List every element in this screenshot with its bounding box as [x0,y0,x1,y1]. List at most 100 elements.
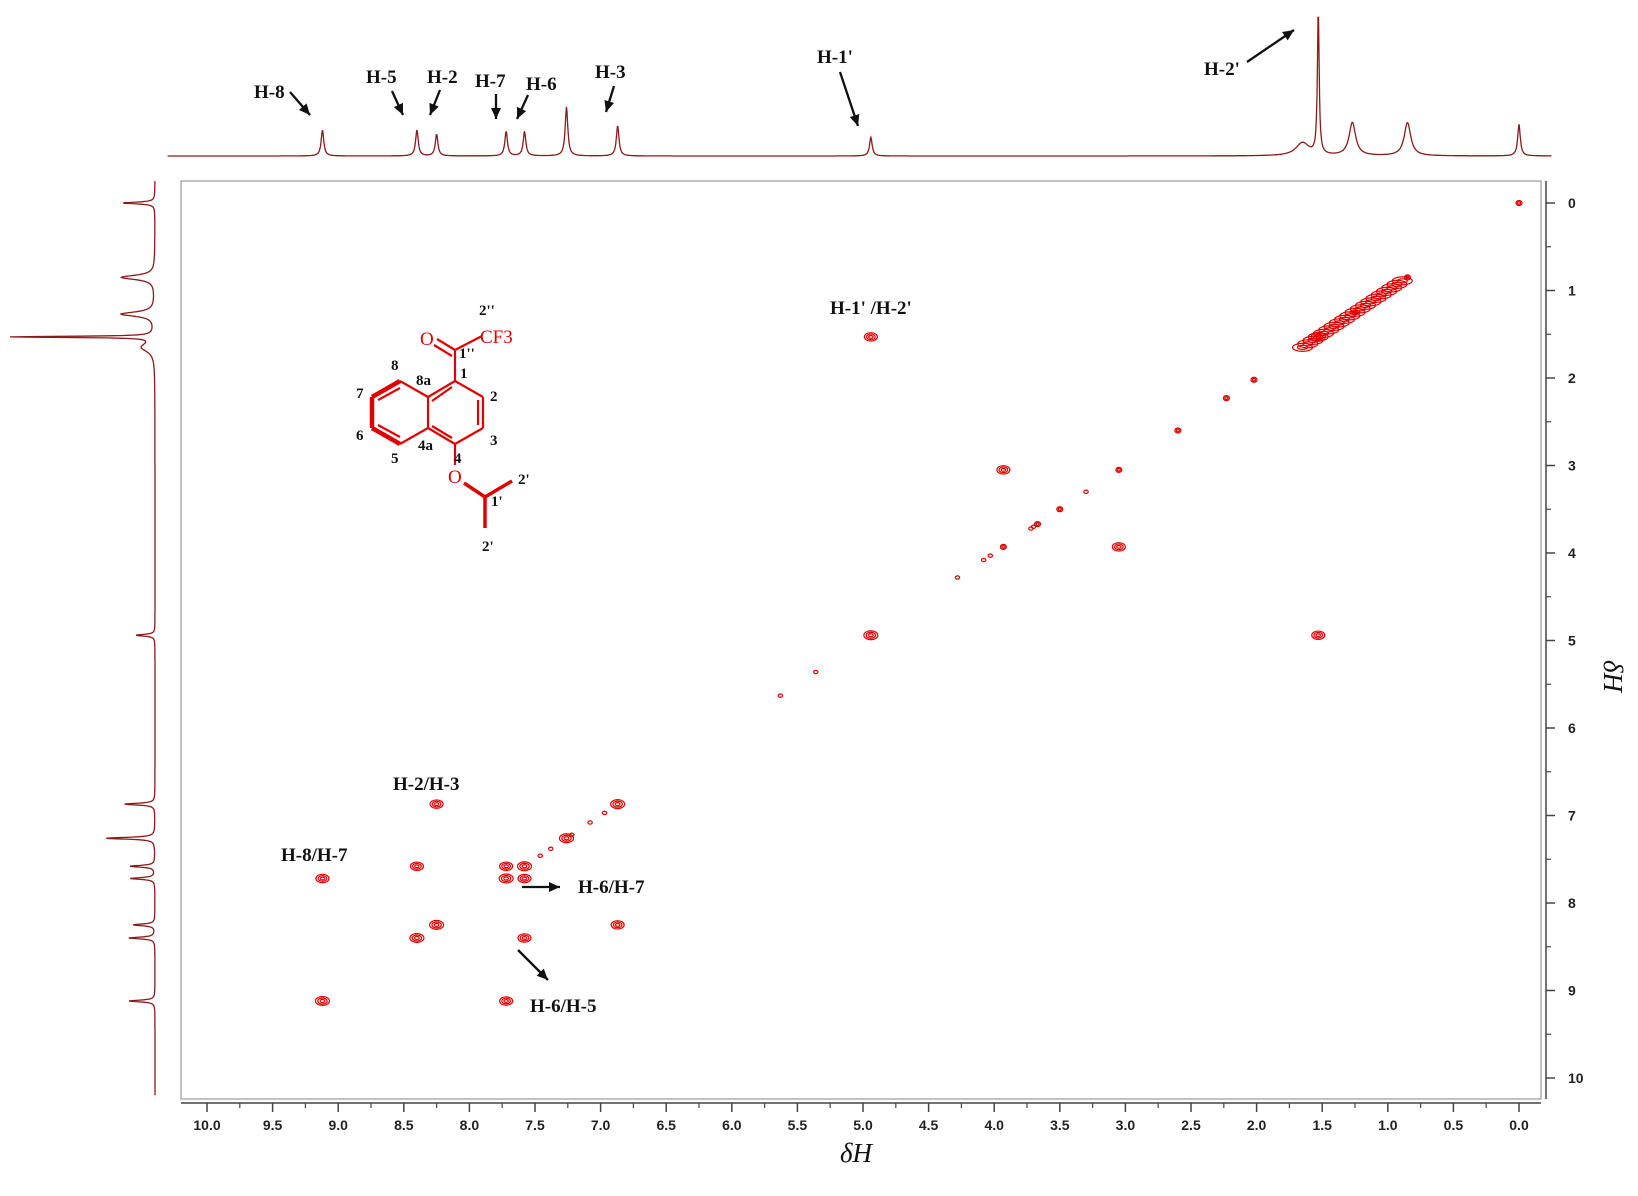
label-h8: H-8 [254,82,285,103]
diagonal-peak [1056,506,1064,513]
y-tick-label: 1 [1568,283,1576,299]
arrowhead [604,100,615,112]
diagonal-peak [1174,427,1182,434]
diagonal-peak [409,932,425,944]
bond-c6-c5 [370,426,402,446]
x-tick-label: 1.5 [1312,1117,1332,1133]
bond-c4-c4a [427,427,456,445]
minor-diagonal-peak [568,832,575,837]
label-c5: 5 [391,451,399,467]
cross-peak [499,861,514,872]
x-tick-label: 8.5 [394,1117,414,1133]
plot-frame [180,180,1542,1100]
label-h1p: H-1' [817,47,853,68]
label-h6: H-6 [526,74,557,95]
diagonal-peak [1222,395,1231,402]
label-h5: H-5 [366,67,397,88]
diagonal-peak [863,630,879,641]
bond-c1-c2 [454,380,484,398]
diagonal-peak [558,833,575,844]
bond-c5-c4a [399,427,429,445]
bond-c8-c7 [370,379,402,399]
x-tick-label: 0.5 [1444,1117,1464,1133]
arrowhead [1282,30,1294,41]
cross-peak [315,873,330,884]
label-h3: H-3 [595,62,626,83]
atom-cf3: CF3 [480,327,513,348]
minor-diagonal-peak [1030,524,1037,529]
diagonal-peak [516,861,533,872]
y-tick-label: 4 [1568,545,1576,561]
minor-diagonal-peak [1083,489,1089,494]
minor-diagonal-peak [954,575,961,580]
bond-c8-c7-inner [377,387,401,401]
cross-peak [429,799,444,809]
x-tick-label: 7.5 [525,1117,545,1133]
x-tick-label: 6.5 [656,1117,676,1133]
arrowhead [536,968,548,980]
bond-c1pp-cf3 [454,335,483,351]
cross-peak [517,933,532,943]
diagonal-peak [429,919,445,930]
label-h8-h7: H-8/H-7 [281,845,348,866]
label-c2p-lower: 2' [482,539,494,555]
y-tick-label: 6 [1568,720,1576,736]
y-tick-label: 9 [1568,983,1576,999]
label-h7: H-7 [475,71,506,92]
label-c7: 7 [356,386,364,402]
cross-peak [409,861,425,872]
bond-c3-c4 [454,427,484,445]
cross-peak [863,332,878,342]
y-tick-label: 0 [1568,195,1576,211]
x-tick-label: 7.0 [591,1117,611,1133]
x-tick-label: 10.0 [193,1117,220,1133]
y-tick-label: 5 [1568,633,1576,649]
minor-diagonal-peak [587,820,593,825]
x-axis-ticks: 10.0 9.5 9.0 8.5 8.0 7.5 7.0 6.5 6.0 5.5 5.0 4.5 4.0… [193,1103,1529,1133]
x-tick-label: 4.0 [984,1117,1004,1133]
y-tick-label: 2 [1568,370,1576,386]
label-c4: 4 [454,451,462,467]
label-h2p: H-2' [1204,59,1240,80]
minor-diagonal-peak [980,557,987,563]
diagonal-peak [1033,521,1042,528]
x-tick-label: 8.0 [460,1117,480,1133]
top-peak-annotations: H-8 H-5 H-2 H-7 H-6 H-3 H-1' H-2' [254,47,1240,103]
minor-diagonal-peak [987,553,994,558]
label-c8a: 8a [416,373,432,389]
label-1pp: 1'' [459,346,475,362]
bond-c8a-c8 [399,380,429,398]
structure-atom-labels: O CF3 2'' 1'' 1 2 3 4 4a 5 6 7 8 8a O 1'… [356,303,530,555]
diagonal-peak [1515,199,1523,207]
arrowhead [299,103,310,115]
bond-c8a-c1 [427,380,456,398]
x-tick-label: 5.5 [788,1117,808,1133]
left-1d-projection [9,181,156,1096]
y-axis-title: δH [1598,660,1628,694]
label-c6: 6 [356,428,364,444]
label-h2: H-2 [427,67,458,88]
arrowhead [517,106,527,119]
bond-c6-c5-inner [377,424,401,438]
minor-diagonal-peak [812,669,819,675]
label-c2p-upper: 2' [518,472,530,488]
minor-diagonal-peak [537,853,544,858]
x-tick-label: 2.5 [1181,1117,1201,1133]
x-tick-label: 9.5 [263,1117,283,1133]
cross-peak-annotations: H-1' /H-2' H-2/H-3 H-8/H-7 H-6/H-7 H-6/H… [281,298,912,1017]
diagonal-peak [610,799,626,810]
bond-c1pp-o [436,338,456,351]
diagonal-smear [1391,276,1413,286]
cross-peak [499,996,514,1006]
x-axis-title: δH [840,1138,874,1168]
label-c4a: 4a [418,438,434,454]
x-tick-label: 4.5 [919,1117,939,1133]
x-tick-label: 3.0 [1116,1117,1136,1133]
y-axis-ticks: 0 1 2 3 4 5 6 7 8 9 10 [1546,195,1584,1086]
bond-c4-c4a-inner [431,425,453,439]
chemical-structure [369,335,513,528]
arrowhead [393,102,403,115]
bond-c1p-c2p-a [484,479,513,499]
y-tick-label: 3 [1568,458,1576,474]
